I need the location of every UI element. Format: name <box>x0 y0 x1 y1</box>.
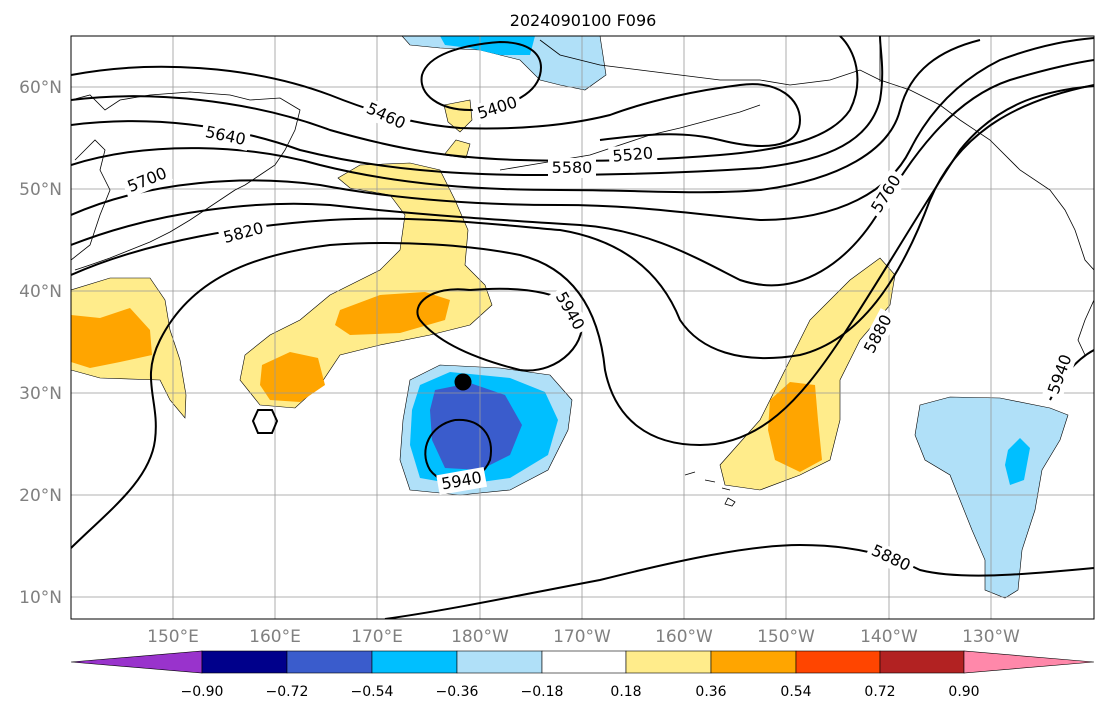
lon-label-130w: 130°W <box>962 627 1020 647</box>
lon-axis-labels: 150°E 160°E 170°E 180°W 170°W 160°W 150°… <box>147 627 1020 647</box>
lon-label-170e: 170°E <box>351 627 403 647</box>
lat-label-50n: 50°N <box>19 180 62 200</box>
contour-label-5760: 5760 <box>867 171 905 216</box>
contour-5460 <box>71 65 802 147</box>
map-frame <box>70 35 1095 620</box>
colorbar-extend-high <box>963 650 1095 674</box>
kuril-islands <box>74 189 236 271</box>
contour-5700 <box>71 37 1094 222</box>
colorbar-bin-n090-n072 <box>201 650 288 674</box>
hawaii-islands <box>684 471 736 507</box>
contour-label-5640: 5640 <box>204 122 248 149</box>
colorbar-tick-072: 0.72 <box>864 684 895 700</box>
negative-anomaly-top-core <box>440 36 535 55</box>
north-america-coast <box>1077 299 1094 356</box>
contour-5820 <box>71 84 1094 359</box>
siberia-coast <box>71 139 111 261</box>
colorbar-bin-036-054 <box>710 650 797 674</box>
coastlines <box>71 36 1094 507</box>
map-title: 2024090100 F096 <box>510 11 657 30</box>
contour-label-5940-north: 5940 <box>552 288 589 333</box>
lon-label-150e: 150°E <box>147 627 199 647</box>
negative-anomaly-top <box>401 36 607 91</box>
colorbar-tick-n036: −0.36 <box>436 684 479 700</box>
contour-label-5880-south: 5880 <box>869 541 914 575</box>
colorbar-tick-090: 0.90 <box>948 684 979 700</box>
aleutian-chain <box>499 104 761 171</box>
contour-5760 <box>71 59 1094 287</box>
colorbar-bin-n054-n036 <box>371 650 458 674</box>
positive-anomaly-central-core-2 <box>260 352 325 402</box>
colorbar-bin-054-072 <box>795 650 881 674</box>
positive-anomaly-west-core <box>71 308 152 368</box>
colorbar-tick-036: 0.36 <box>695 684 726 700</box>
lat-label-60n: 60°N <box>19 78 62 98</box>
lon-label-150w: 150°W <box>757 627 815 647</box>
contour-label-5520: 5520 <box>612 143 654 165</box>
colorbar-bin-072-090 <box>879 650 965 674</box>
lat-label-40n: 40°N <box>19 282 62 302</box>
colorbar-tick-n054: −0.54 <box>351 684 394 700</box>
lon-label-140w: 140°W <box>860 627 918 647</box>
colorbar-bin-018-036 <box>625 650 712 674</box>
contour-5640 <box>71 39 981 194</box>
negative-anomaly-east-core <box>1005 438 1030 485</box>
colorbar-bin-n072-n054 <box>286 650 373 674</box>
positive-anomaly-east-core <box>768 382 822 472</box>
colorbar-bin-n018-018 <box>541 650 627 674</box>
map-plot-area: 5400 5460 5520 5580 5640 5700 5760 5820 … <box>71 36 1094 619</box>
kamchatka-coast <box>71 91 301 191</box>
lon-label-160w: 160°W <box>655 627 713 647</box>
contour-labels: 5400 5460 5520 5580 5640 5700 5760 5820 … <box>121 91 1078 578</box>
colorbar-tick-labels: −0.90 −0.72 −0.54 −0.36 −0.18 0.18 0.36 … <box>181 684 980 700</box>
colorbar-tick-n090: −0.90 <box>181 684 224 700</box>
negative-anomaly-east <box>914 396 1069 599</box>
contour-5880-south <box>384 543 1094 619</box>
anomaly-shading <box>71 36 1069 599</box>
lat-label-30n: 30°N <box>19 384 62 404</box>
colorbar-extend-low <box>70 650 203 674</box>
storm-center-marker <box>454 373 472 391</box>
colorbar-tick-n018: −0.18 <box>521 684 564 700</box>
lat-axis-labels: 60°N 50°N 40°N 30°N 20°N 10°N <box>19 78 62 608</box>
lon-label-170w: 170°W <box>553 627 611 647</box>
contour-5880-north <box>71 85 1094 549</box>
negative-anomaly-central-core <box>430 383 522 470</box>
lat-label-20n: 20°N <box>19 486 62 506</box>
colorbar-tick-n072: −0.72 <box>266 684 309 700</box>
colorbar-tick-054: 0.54 <box>780 684 811 700</box>
lon-label-180w: 180°W <box>451 627 509 647</box>
colorbar <box>70 650 1095 674</box>
contour-label-5580: 5580 <box>552 158 593 177</box>
hexagon-contour <box>251 409 279 434</box>
lat-label-10n: 10°N <box>19 588 62 608</box>
contour-label-5460: 5460 <box>364 99 409 133</box>
colorbar-bin-n036-n018 <box>456 650 543 674</box>
colorbar-tick-018: 0.18 <box>610 684 641 700</box>
lon-label-160e: 160°E <box>249 627 301 647</box>
contour-5400 <box>420 40 542 111</box>
